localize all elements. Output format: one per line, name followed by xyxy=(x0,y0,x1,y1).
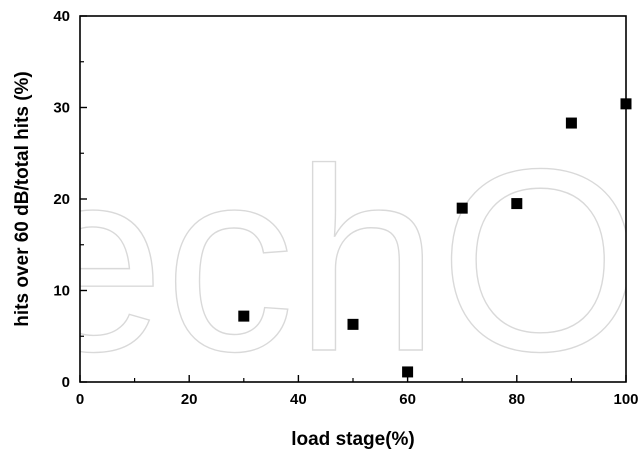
x-tick-label: 60 xyxy=(399,391,416,408)
data-point xyxy=(565,117,577,129)
y-axis-title: hits over 60 dB/total hits (%) xyxy=(12,71,33,326)
x-tick-label: 0 xyxy=(76,391,84,408)
x-axis-title: load stage(%) xyxy=(291,429,415,450)
y-tick-label: 20 xyxy=(53,191,70,208)
data-point xyxy=(347,318,359,330)
y-tick-label: 0 xyxy=(62,374,70,391)
data-point xyxy=(511,198,523,210)
y-tick-label: 10 xyxy=(53,283,70,300)
x-tick-label: 80 xyxy=(508,391,525,408)
y-tick-label: 30 xyxy=(53,100,70,117)
data-points xyxy=(238,98,632,378)
x-tick-label: 20 xyxy=(181,391,198,408)
watermark: echOpen xyxy=(20,116,638,407)
data-point xyxy=(456,202,468,214)
x-tick-label: 100 xyxy=(613,391,638,408)
data-point xyxy=(402,366,414,378)
x-tick-label: 40 xyxy=(290,391,307,408)
y-tick-label: 40 xyxy=(53,8,70,25)
data-point xyxy=(238,310,250,322)
data-point xyxy=(620,98,632,110)
axes: 0 20 40 60 80 100 0 10 20 30 40 xyxy=(53,8,638,408)
